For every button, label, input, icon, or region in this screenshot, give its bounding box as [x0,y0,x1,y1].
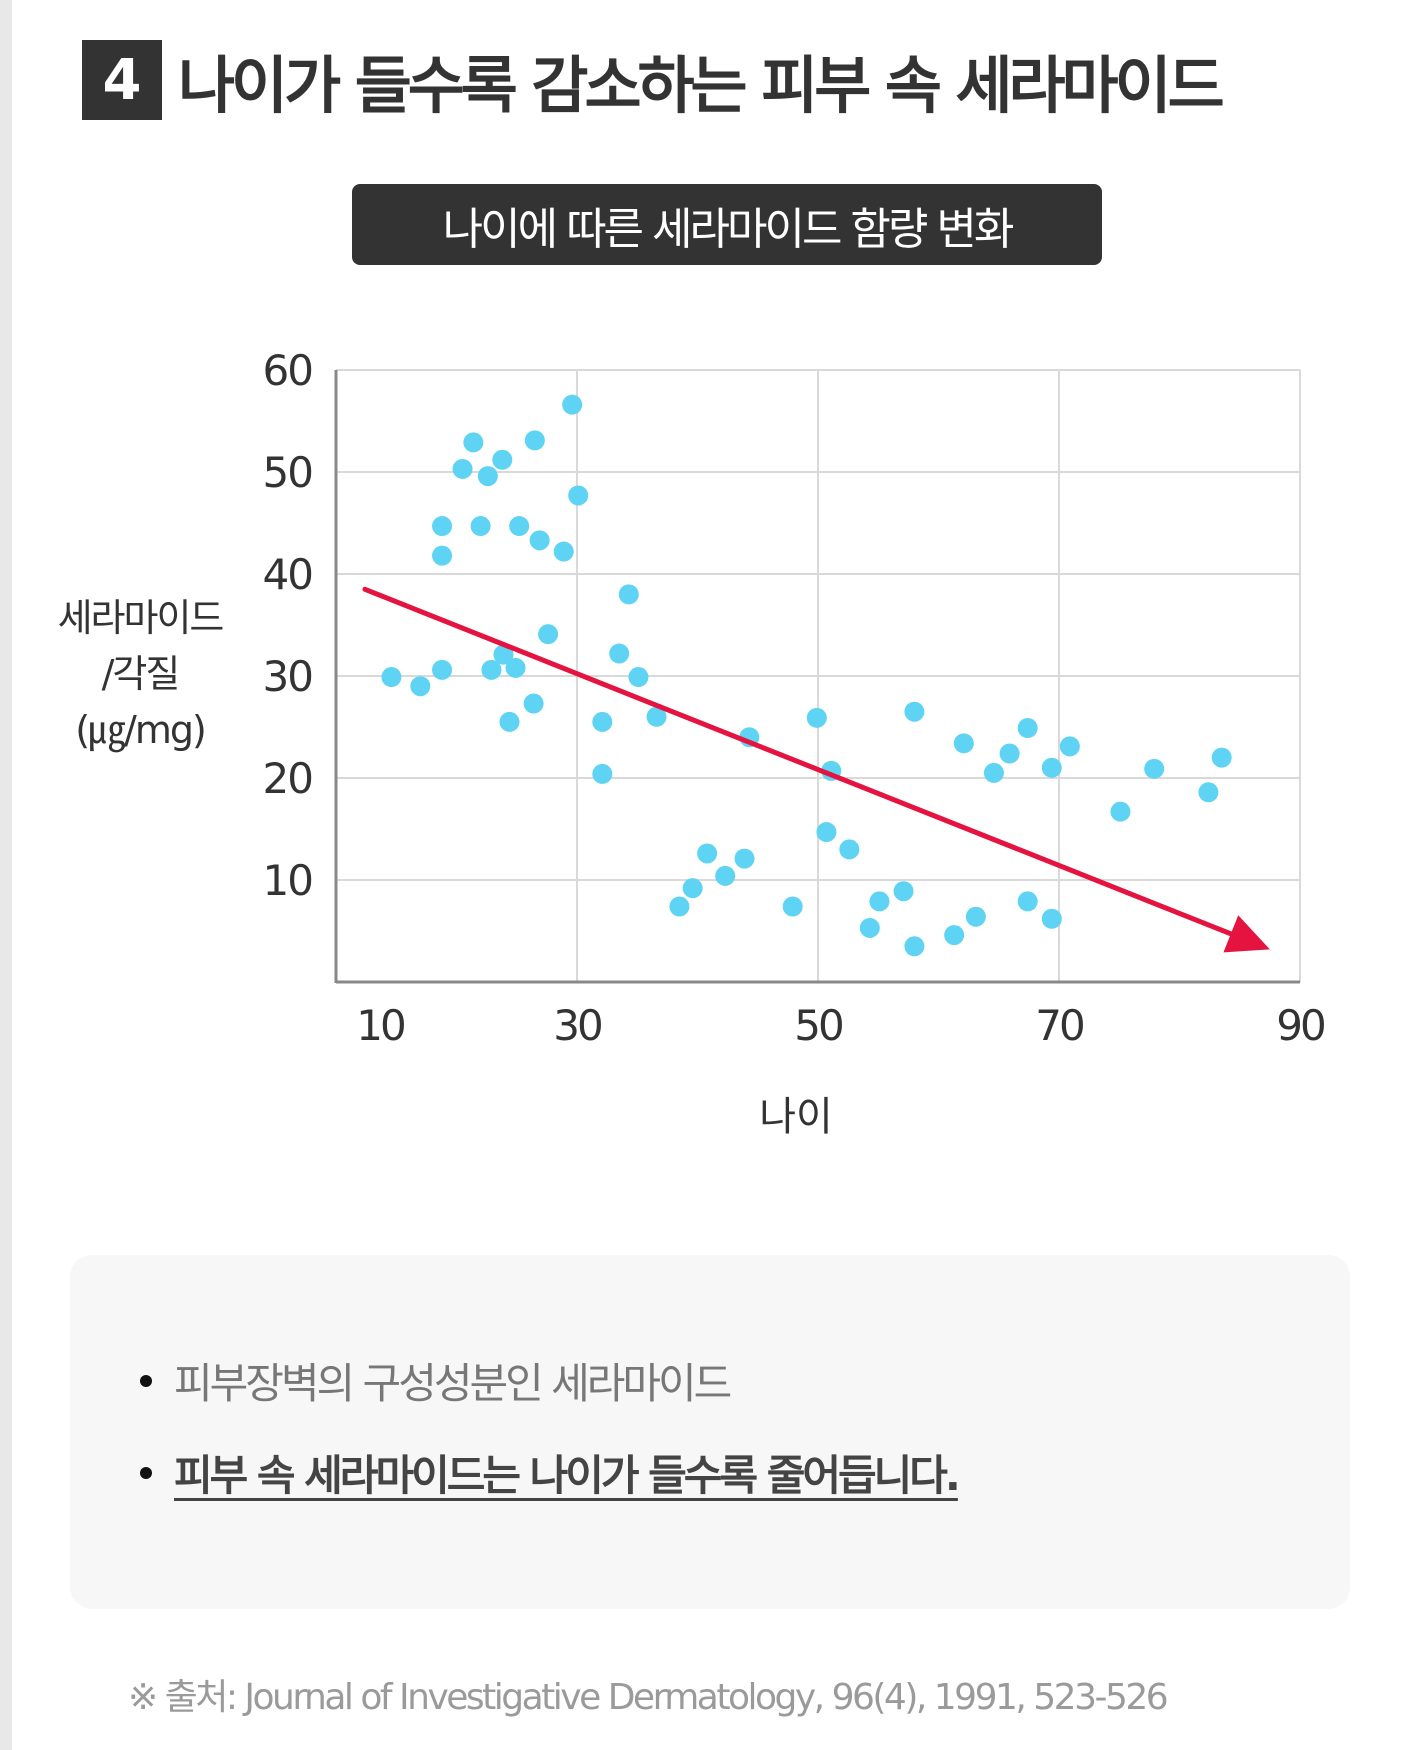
data-point [432,545,453,566]
data-point [628,667,649,688]
left-edge-strip [0,0,12,1750]
y-axis-label-line: 세라마이드 [57,596,225,640]
data-point [1017,718,1038,739]
data-point [592,763,613,784]
x-tick-label: 10 [356,1001,404,1050]
data-point [734,848,755,869]
y-tick-label: 10 [263,856,312,905]
data-point [715,865,736,886]
x-tick-label: 70 [1035,1001,1083,1050]
bullet-icon [140,1374,152,1387]
y-axis-label: 세라마이드 /각질 (㎍/mg) [30,590,250,758]
data-point [493,644,514,665]
data-point [1041,908,1062,929]
data-point [782,896,803,917]
data-point [682,878,703,899]
data-point [953,733,974,754]
data-point [944,925,965,946]
data-point [562,394,583,415]
data-point [806,707,827,728]
data-point [1017,891,1038,912]
note-item: 피부장벽의 구성성분인 세라마이드 [140,1350,732,1411]
x-tick-label: 90 [1276,1001,1324,1050]
data-point [839,839,860,860]
chart-title-pill: 나이에 따른 세라마이드 함량 변화 [352,184,1102,265]
data-point [646,706,667,727]
data-point [999,743,1020,764]
source-citation: ※ 출처: Journal of Investigative Dermatolo… [128,1677,1169,1718]
y-tick-label: 60 [263,346,312,395]
y-tick-label: 40 [263,550,312,599]
data-point [499,711,520,732]
data-point [410,676,431,697]
scatter-chart: 10 20 30 40 50 60 10 30 50 70 90 나이 [263,346,1327,1140]
data-point [568,485,589,506]
data-point [538,624,559,645]
x-tick-label: 30 [553,1001,601,1050]
data-point [452,458,473,479]
note-item-emphasis: 피부 속 세라마이드는 나이가 들수록 줄어듭니다. [140,1442,961,1503]
data-point [1059,736,1080,757]
data-point [893,881,914,902]
data-point [869,891,890,912]
data-point [523,693,544,714]
data-point [381,667,402,688]
data-point [470,516,491,537]
data-point [1144,758,1165,779]
data-point [553,541,574,562]
data-point [477,466,498,487]
data-point [1041,757,1062,778]
data-point [463,432,484,453]
y-axis-label-line: (㎍/mg) [75,708,207,752]
data-point [669,896,690,917]
data-point [592,711,613,732]
data-point [432,516,453,537]
y-axis-label-line: /각질 [101,652,181,696]
data-point [1198,782,1219,803]
data-point [505,657,526,678]
note-text: 피부장벽의 구성성분인 세라마이드 [174,1359,732,1408]
data-point [509,516,530,537]
data-point [524,430,545,451]
data-point [432,659,453,680]
x-axis-label: 나이 [759,1094,833,1140]
data-point [983,762,1004,783]
title-row: 4 나이가 들수록 감소하는 피부 속 세라마이드 [82,40,1225,122]
data-point [481,659,502,680]
data-point [609,643,630,664]
data-point [697,843,718,864]
data-point [904,701,925,722]
data-point [859,917,880,938]
y-tick-label: 50 [263,448,312,497]
data-point [965,906,986,927]
bullet-icon [140,1466,152,1479]
section-number-badge: 4 [82,40,162,120]
x-tick-label: 50 [794,1001,842,1050]
data-point [618,584,639,605]
trend-arrowhead-icon [1223,915,1270,953]
data-point [816,822,837,843]
y-tick-label: 20 [263,754,312,803]
notes-box [70,1255,1350,1609]
trend-line [362,586,1234,937]
data-point [1211,747,1232,768]
page-title: 나이가 들수록 감소하는 피부 속 세라마이드 [178,49,1225,122]
y-tick-label: 30 [263,652,312,701]
data-point [1110,801,1131,822]
data-point [529,530,550,551]
note-text: 피부 속 세라마이드는 나이가 들수록 줄어듭니다. [174,1451,961,1500]
data-point [492,449,513,470]
data-point [904,936,925,957]
